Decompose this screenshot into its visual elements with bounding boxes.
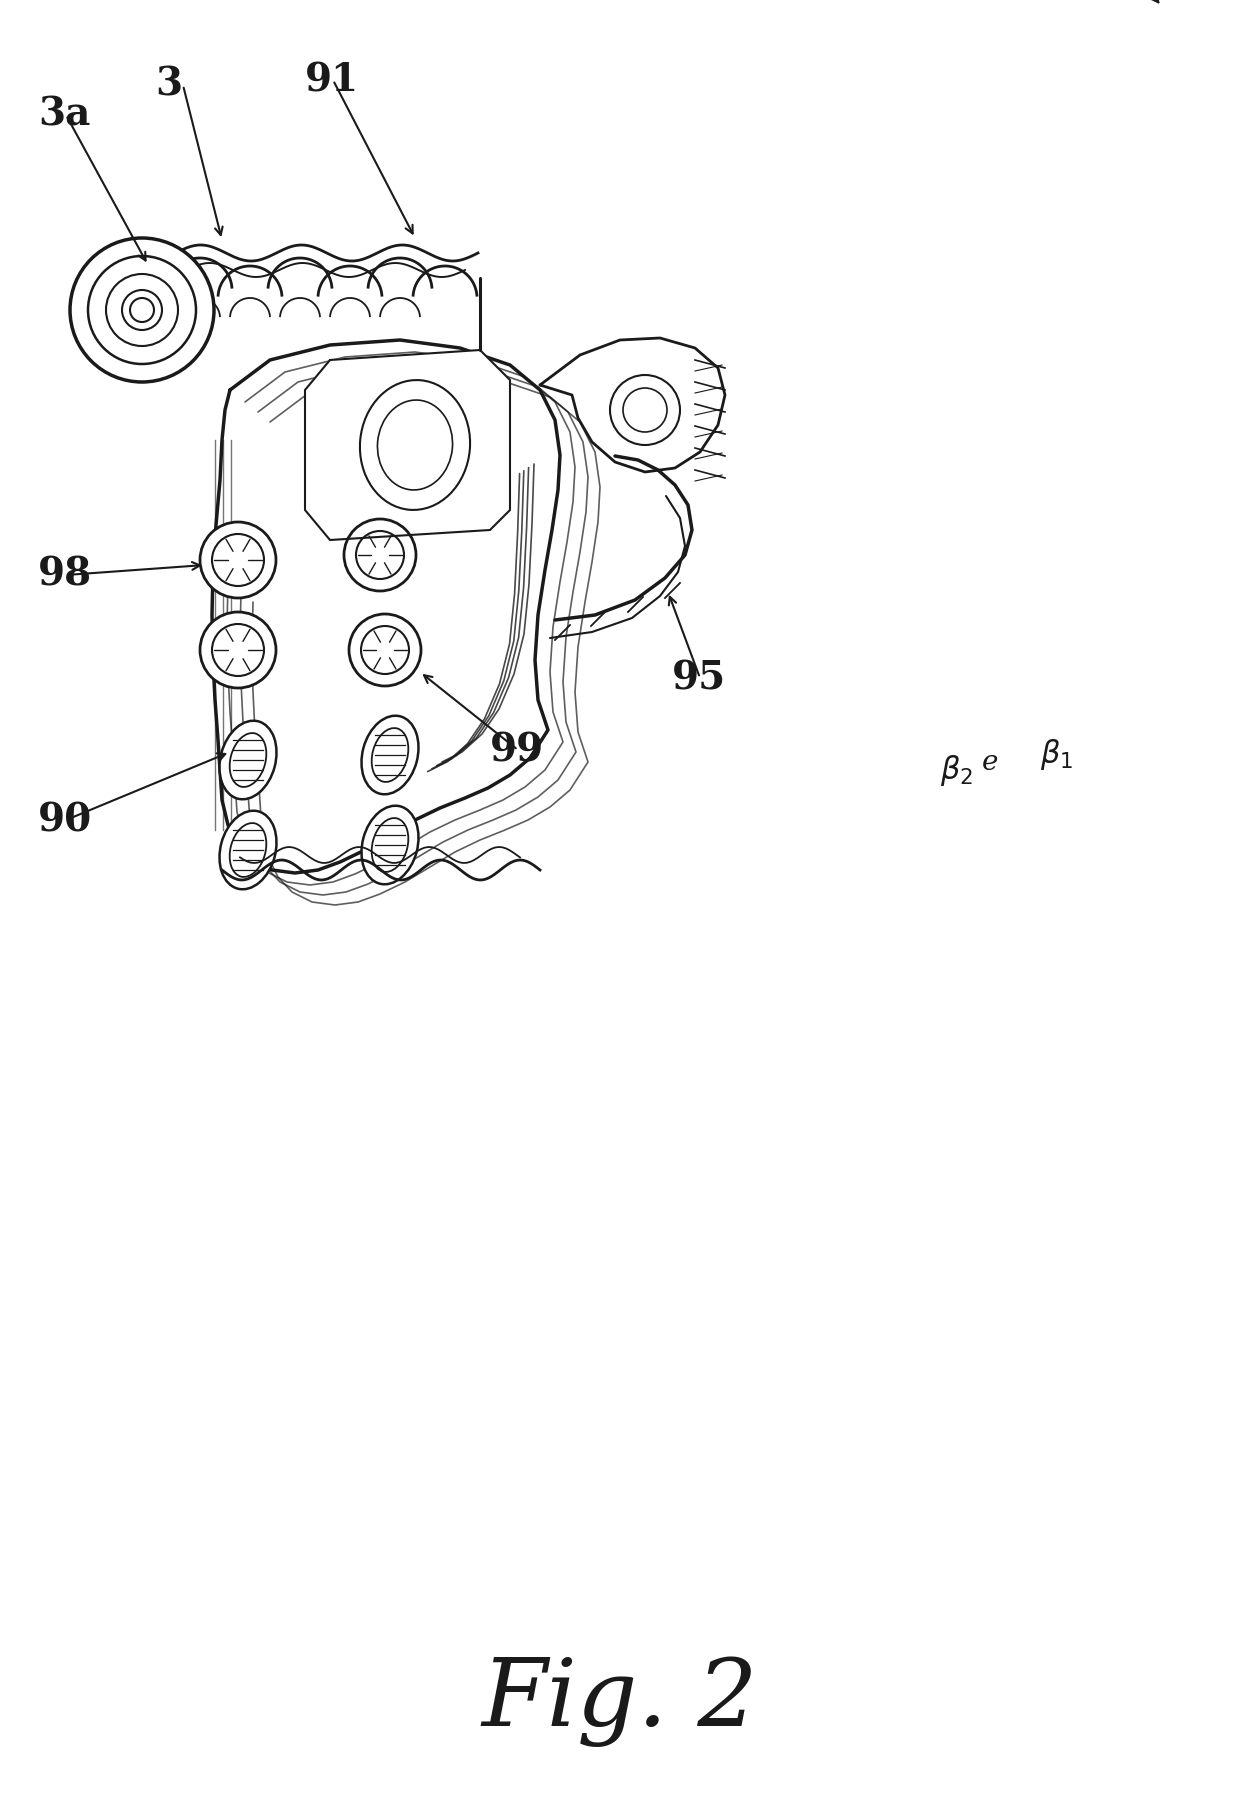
Ellipse shape xyxy=(229,734,267,786)
Ellipse shape xyxy=(229,823,267,877)
Circle shape xyxy=(622,388,667,431)
Text: 3: 3 xyxy=(155,65,182,103)
Circle shape xyxy=(212,623,264,676)
Circle shape xyxy=(69,237,215,382)
Ellipse shape xyxy=(219,721,277,799)
Circle shape xyxy=(88,255,196,364)
Text: 90: 90 xyxy=(38,801,92,839)
Circle shape xyxy=(610,375,680,446)
Circle shape xyxy=(356,531,404,580)
Ellipse shape xyxy=(362,806,419,884)
Polygon shape xyxy=(539,339,725,471)
Circle shape xyxy=(105,274,179,346)
Circle shape xyxy=(130,297,154,323)
Text: Fig. 2: Fig. 2 xyxy=(482,1656,758,1747)
Polygon shape xyxy=(212,341,560,873)
Polygon shape xyxy=(305,350,510,540)
Ellipse shape xyxy=(219,810,277,890)
Circle shape xyxy=(122,290,162,330)
Text: e: e xyxy=(982,748,998,776)
Text: $\beta_2$: $\beta_2$ xyxy=(940,752,973,788)
Circle shape xyxy=(348,614,422,687)
Text: 91: 91 xyxy=(305,62,360,100)
Circle shape xyxy=(200,612,277,689)
Ellipse shape xyxy=(377,400,453,489)
Ellipse shape xyxy=(360,381,470,509)
Circle shape xyxy=(343,518,415,591)
Ellipse shape xyxy=(362,716,419,794)
Text: 98: 98 xyxy=(38,556,92,594)
Circle shape xyxy=(361,625,409,674)
Circle shape xyxy=(200,522,277,598)
Ellipse shape xyxy=(372,817,408,872)
Text: 95: 95 xyxy=(672,660,727,698)
Text: $\beta_1$: $\beta_1$ xyxy=(1040,737,1073,772)
Text: 3a: 3a xyxy=(38,96,91,134)
Circle shape xyxy=(212,535,264,585)
Text: 99: 99 xyxy=(490,730,544,768)
Ellipse shape xyxy=(372,728,408,783)
